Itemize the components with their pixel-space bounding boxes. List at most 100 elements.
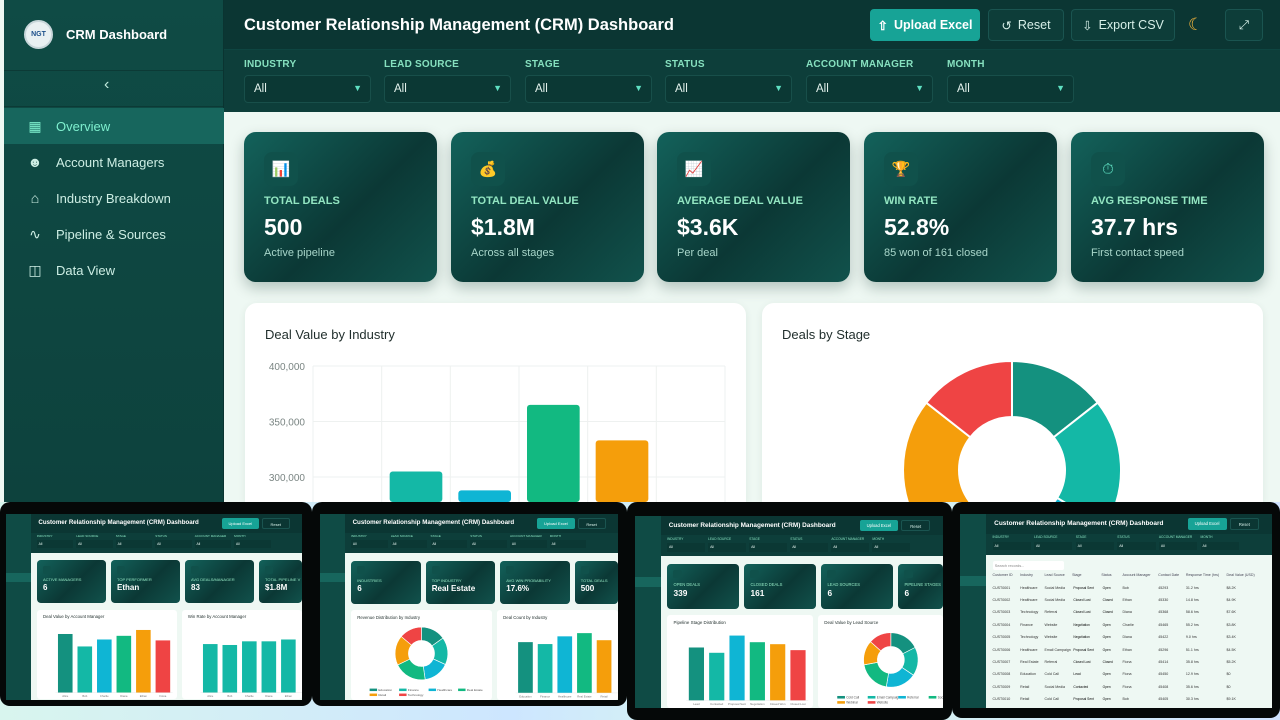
month-select[interactable]: All ▼ <box>947 75 1074 103</box>
search-input[interactable]: Search records... <box>992 561 1064 571</box>
filter-select[interactable]: All <box>430 540 468 549</box>
table-cell: Cold Call <box>1044 672 1060 677</box>
upload-excel-button[interactable]: Upload Excel <box>1187 517 1227 530</box>
filter-select[interactable]: All <box>234 540 271 549</box>
filter-select[interactable]: All <box>872 543 911 552</box>
table-row[interactable]: CUST0007 Real Estate Referral Closed Lost Cl… <box>993 657 1273 669</box>
column-header[interactable]: Stage <box>1072 573 1082 578</box>
table-cell: 9.0 hrs <box>1185 635 1197 640</box>
filter-select[interactable]: All <box>194 540 232 549</box>
upload-excel-button[interactable]: Upload Excel <box>537 517 575 529</box>
reset-button[interactable]: Reset <box>901 519 931 532</box>
table-row[interactable]: CUST0003 Technology Referral Closed Lost Clo… <box>993 607 1273 619</box>
kpi-total-deals: 📊 TOTAL DEALS 500 Active pipeline <box>244 132 437 282</box>
legend-label: Finance <box>408 688 419 692</box>
upload-excel-button[interactable]: ⇧ Upload Excel <box>870 9 980 41</box>
upload-excel-button[interactable]: Upload Excel <box>221 517 259 529</box>
filter-select[interactable]: All <box>1117 541 1156 551</box>
sidebar-item-overview[interactable]: ▦ Overview <box>4 108 224 144</box>
table-row[interactable]: CUST0001 Healthcare Social Media Proposal S… <box>993 582 1273 594</box>
filter-select[interactable]: All <box>749 543 788 552</box>
bar-chart: Alice Bob Charlie Diana Ethan <box>200 639 302 698</box>
layout-icon: ◫ <box>28 261 42 278</box>
filter-select[interactable]: All <box>1075 541 1115 551</box>
filter-select[interactable]: All <box>549 540 587 549</box>
chart-title: Deal Count by Industry <box>503 614 548 620</box>
table-row[interactable]: CUST0010 Retail Cold Call Proposal Sent Open… <box>993 694 1273 706</box>
column-header[interactable]: Lead Source <box>1044 573 1065 578</box>
reset-button[interactable]: Reset <box>261 517 290 529</box>
filter-select[interactable]: All <box>76 540 113 549</box>
table-row[interactable]: CUST0005 Technology Website Negotiation Open… <box>993 632 1273 644</box>
column-header[interactable]: Status <box>1101 573 1112 578</box>
main-dashboard-screenshot: NGT CRM Dashboard ‹ ▦ Overview ☻ Account M… <box>4 0 1280 502</box>
moon-icon[interactable]: ☾ <box>1188 15 1204 34</box>
filter-select[interactable]: All <box>36 540 74 549</box>
table-cell: Bob <box>1122 585 1129 590</box>
x-tick-label: Negotiation <box>750 702 765 706</box>
kpi-value: 500 <box>264 214 303 240</box>
table-row[interactable]: CUST0002 Healthcare Social Media Closed Los… <box>993 595 1273 607</box>
filter-select[interactable]: All <box>667 543 705 552</box>
reset-button[interactable]: Reset <box>577 517 606 529</box>
bar <box>729 636 745 701</box>
column-header[interactable]: Response Time (hrs) <box>1185 573 1220 578</box>
status-badge: Closed Lost <box>1073 610 1091 615</box>
column-header[interactable]: Contact Date <box>1158 573 1180 578</box>
expand-icon[interactable]: ⤢ <box>1225 9 1263 41</box>
preview-screen: Customer Relationship Management (CRM) D… <box>635 516 943 708</box>
filter-select[interactable]: All <box>390 540 428 549</box>
column-header[interactable]: Account Manager <box>1122 573 1151 578</box>
filter-select[interactable]: All <box>708 543 746 552</box>
sidebar-item-account-managers[interactable]: ☻ Account Managers <box>4 144 224 180</box>
kpi-icon <box>580 566 589 575</box>
sidebar-item-industry-breakdown[interactable]: ⌂ Industry Breakdown <box>4 180 224 216</box>
table-row[interactable]: CUST0009 Retail Social Media Contacted Open F… <box>993 682 1273 694</box>
legend-swatch <box>428 688 437 692</box>
table-cell: CUST0007 <box>992 659 1011 664</box>
donut-slice <box>1052 496 1066 502</box>
filter-select[interactable]: All <box>992 541 1031 551</box>
status-badge: Closed Lost <box>1073 659 1091 664</box>
chart-title: Deals by Stage <box>782 327 871 342</box>
filter-select[interactable]: All <box>351 540 388 549</box>
bar <box>57 633 73 693</box>
upload-excel-button[interactable]: Upload Excel <box>859 519 899 532</box>
donut-slice <box>869 632 892 652</box>
filter-select[interactable]: All <box>1034 541 1073 551</box>
x-tick-label: Closed Lost <box>790 702 805 706</box>
filter-select[interactable]: All <box>155 540 192 549</box>
column-header[interactable]: Deal Value (USD) <box>1226 573 1255 578</box>
chart-card: Deal Value by Lead Source Cold Call Email … <box>817 615 943 708</box>
reset-button[interactable]: Reset <box>1229 517 1259 530</box>
filter-select[interactable]: All <box>790 543 829 552</box>
filter-select[interactable]: All <box>115 540 153 549</box>
sidebar-item-pipeline-sources[interactable]: ∿ Pipeline & Sources <box>4 216 224 252</box>
table-row[interactable]: CUST0008 Education Cold Call Lead Open Fiona 4… <box>993 669 1273 681</box>
account-manager-select[interactable]: All ▼ <box>806 75 933 103</box>
column-header[interactable]: Customer ID <box>992 573 1013 578</box>
table-row[interactable]: CUST0006 Healthcare Email Campaign Proposal… <box>993 644 1273 656</box>
status-badge: Open <box>1102 647 1111 652</box>
filter-label: MONTH <box>1200 535 1213 540</box>
sidebar-item-data-view[interactable]: ◫ Data View <box>4 252 224 288</box>
lead-source-select[interactable]: All ▼ <box>384 75 511 103</box>
activity-icon: ∿ <box>29 225 41 242</box>
filter-label: MONTH <box>947 59 985 70</box>
reset-button[interactable]: ↺ Reset <box>988 9 1064 41</box>
table-row[interactable]: CUST0004 Finance Website Negotiation Open Cha… <box>993 619 1273 631</box>
filter-select[interactable]: All <box>509 540 547 549</box>
x-tick-label: Closed Won <box>770 702 786 706</box>
x-tick-label: Healthcare <box>558 694 572 698</box>
chevron-left-icon[interactable]: ‹ <box>104 76 110 93</box>
status-select[interactable]: All ▼ <box>665 75 792 103</box>
filter-select[interactable]: All <box>1158 541 1198 551</box>
filter-select[interactable]: All <box>831 543 870 552</box>
stage-select[interactable]: All ▼ <box>525 75 652 103</box>
stopwatch-icon: ⏱ <box>1091 152 1125 186</box>
export-csv-button[interactable]: ⇩ Export CSV <box>1071 9 1175 41</box>
column-header[interactable]: Industry <box>1020 573 1033 578</box>
filter-select[interactable]: All <box>1200 541 1239 551</box>
filter-select[interactable]: All <box>470 540 507 549</box>
industry-select[interactable]: All ▼ <box>244 75 371 103</box>
